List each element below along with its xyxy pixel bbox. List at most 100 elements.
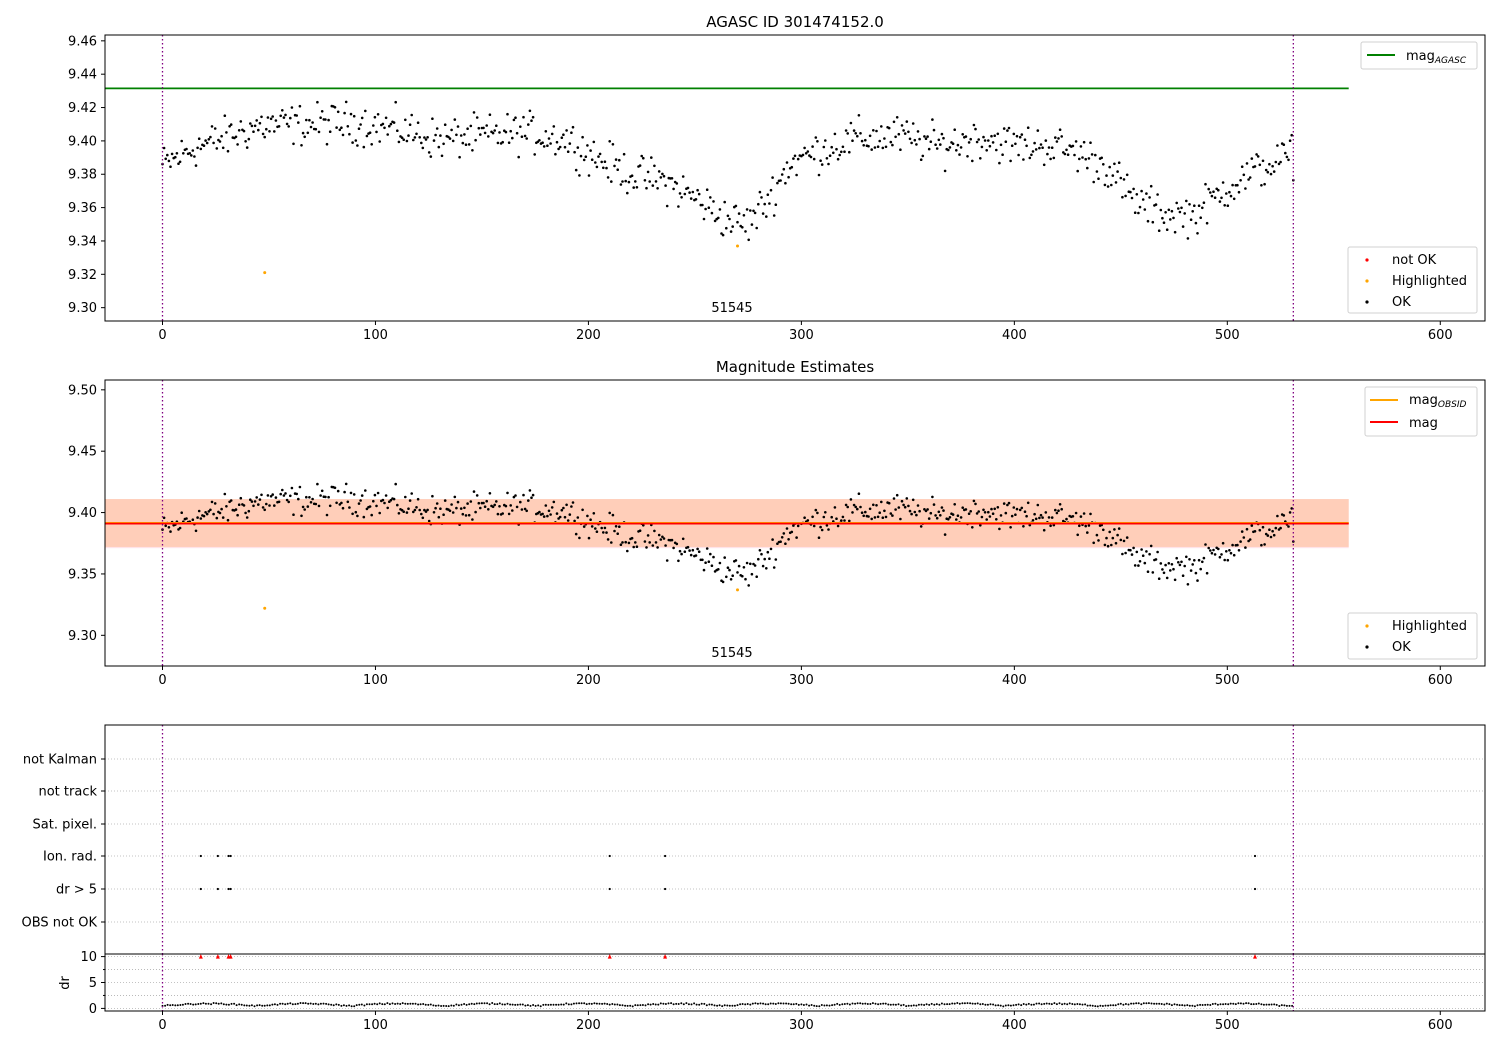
ok-point [1086,531,1089,534]
ok-point [921,154,925,158]
ok-point [298,485,302,489]
ok-point [471,149,474,152]
dr-point [1084,1003,1087,1006]
ok-point [600,526,603,530]
ok-point [1199,216,1202,219]
y-tick-label: 9.36 [68,201,97,216]
dr-point [411,1002,414,1005]
dr-point [974,1002,977,1005]
dr-point [526,1004,529,1007]
ok-point [204,139,207,142]
ok-point [1258,163,1262,167]
ok-point [209,508,212,512]
ok-point [1285,155,1289,159]
dr-point [626,1004,629,1007]
highlighted-point [263,271,267,275]
ok-point [1140,189,1143,193]
ok-point [348,506,351,509]
ok-point [712,200,715,203]
dr-point [828,1004,831,1007]
dr-point [1007,1004,1010,1007]
ok-point [1065,517,1068,521]
dr-point [1114,1004,1117,1007]
ok-point [459,507,463,510]
ok-point [1290,507,1293,510]
ok-point [728,217,731,221]
ok-point [870,148,873,151]
ok-point [343,111,346,115]
panel1-title: AGASC ID 301474152.0 [706,13,884,31]
dr-point [672,1003,675,1006]
dr-point [777,1002,780,1005]
ok-point [297,497,300,501]
dr-point [588,1002,591,1005]
ok-point [560,508,564,512]
flag-point [229,854,232,858]
ok-point [681,175,685,178]
ok-point [832,151,835,155]
dr-point [417,1003,420,1006]
dr-point [877,1003,880,1006]
ok-point [290,486,294,490]
dr-point [994,1004,997,1007]
dr-point [281,1002,284,1005]
dr-point [938,1003,941,1006]
dr-point [174,1004,177,1007]
ok-point [990,507,993,511]
dr-point [317,1003,320,1006]
dr-point [608,1003,611,1006]
ok-point [900,124,904,127]
dr-point [524,1004,527,1007]
dr-point [391,1002,394,1005]
dr-point [925,1003,928,1006]
ok-point [966,155,969,158]
dr-clipped-marker [228,954,233,959]
ok-point [324,495,327,499]
ok-point [707,206,711,209]
ok-point [1110,183,1113,187]
dr-point [746,1003,749,1005]
panel2-title: Magnitude Estimates [716,358,874,376]
ok-point [301,131,305,135]
ok-point [677,205,680,208]
dr-point [575,1002,578,1005]
ok-point [734,559,738,562]
ok-point [1074,140,1078,143]
ok-point [969,510,972,513]
ok-point [1287,158,1290,162]
ok-point [1186,237,1190,240]
ok-point [677,559,680,563]
ok-point [752,209,755,213]
ok-point [263,508,267,512]
ok-point [688,191,691,194]
dr-point [562,1003,565,1006]
ok-point [472,490,476,493]
ok-point [1116,533,1119,537]
dr-point [1004,1004,1007,1007]
ok-point [651,544,655,547]
ok-point [653,164,656,168]
ok-point [538,139,541,142]
ok-point [354,139,358,142]
dr-point [1268,1003,1271,1006]
dr-point [848,1003,851,1006]
dr-point [549,1003,552,1006]
ok-point [619,543,623,546]
ok-point [1106,185,1110,188]
legend-ok-marker [1365,645,1369,649]
ok-point [448,509,452,513]
dr-point [327,1003,330,1006]
ok-point [709,196,712,199]
ok-point [993,134,996,137]
ok-point [782,532,786,535]
y-tick-label: 9.30 [68,629,97,644]
ok-point [1014,513,1017,516]
ok-point [766,550,770,554]
ok-point [574,168,578,172]
ok-point [164,524,167,528]
ok-point [199,517,203,520]
ok-point [958,153,961,156]
ok-point [571,501,575,504]
ok-point [1189,218,1193,221]
